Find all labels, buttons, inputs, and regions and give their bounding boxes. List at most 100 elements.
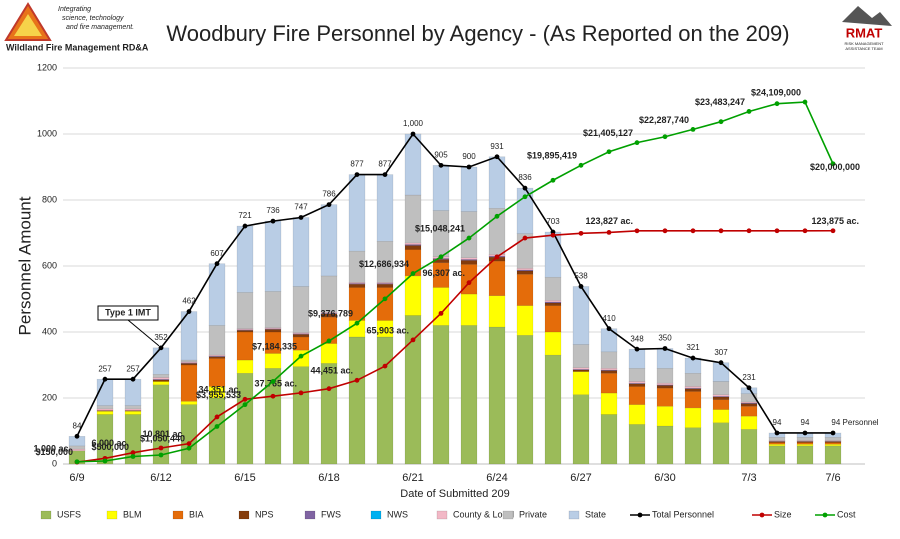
line-point: [830, 228, 836, 234]
logo-name: Wildland Fire Management RD&A: [6, 42, 149, 52]
legend-marker: [637, 512, 643, 518]
bar-segment: [320, 363, 338, 465]
line-point: [298, 215, 304, 220]
bar-segment: [628, 348, 646, 369]
x-tick-label: 7/3: [741, 472, 756, 484]
data-label: 877: [350, 160, 364, 169]
legend-swatch: [172, 510, 184, 520]
data-label: 321: [686, 343, 700, 352]
bar-segment: [740, 429, 758, 465]
logo-tagline: Integrating: [58, 6, 91, 13]
line-point: [634, 346, 640, 352]
line-point: [354, 377, 360, 383]
data-label: 931: [490, 142, 504, 151]
bar-segment: [740, 415, 758, 430]
bar-segment: [824, 443, 842, 447]
data-label: 905: [434, 150, 448, 159]
line-point: [578, 284, 584, 289]
data-label: 786: [322, 190, 336, 199]
data-label: 348: [630, 334, 644, 343]
line-point: [718, 119, 724, 125]
line-point: [242, 223, 248, 229]
line-series: [76, 229, 834, 463]
logo-triangle-inner: [14, 14, 42, 36]
bar-segment: [824, 440, 842, 442]
bar-segment: [404, 245, 422, 250]
line-point: [382, 363, 388, 369]
data-label: 538: [574, 272, 588, 281]
bar-segment: [432, 325, 450, 465]
line-point: [242, 396, 248, 402]
line-point: [830, 161, 836, 167]
legend-swatch: [502, 510, 514, 520]
line-point: [298, 353, 304, 359]
bar-segment: [236, 328, 254, 330]
data-label: 37,765 ac.: [254, 378, 297, 388]
bar-segment: [572, 371, 590, 395]
line-point: [270, 379, 276, 384]
logo-mountain: [842, 6, 892, 26]
line-point: [718, 228, 724, 234]
bar-segment: [628, 386, 646, 405]
bar-segment: [96, 405, 114, 410]
bar-segment: [292, 286, 310, 333]
bar-segment: [236, 331, 254, 361]
data-label: 721: [238, 211, 252, 220]
bar-segment: [404, 275, 422, 316]
bar-segment: [684, 388, 702, 392]
line-point: [382, 172, 388, 177]
line-point: [662, 346, 668, 351]
data-label: 350: [658, 334, 672, 343]
line-point: [494, 254, 500, 260]
logo-name: RMAT: [846, 25, 883, 40]
bar-segment: [320, 204, 338, 277]
line-point: [662, 228, 668, 234]
data-label: 257: [98, 364, 112, 373]
y-tick-label: 400: [42, 326, 57, 336]
line-point: [130, 450, 136, 456]
bar-segment: [488, 156, 506, 209]
bar-segment: [180, 361, 198, 363]
data-label: $15,048,241: [415, 223, 465, 233]
line-point: [354, 172, 360, 177]
bar-segment: [236, 225, 254, 293]
bar-segment: [712, 362, 730, 382]
bar-segment: [712, 396, 730, 400]
bar-segment: [712, 399, 730, 410]
line-point: [774, 101, 780, 107]
bar-segment: [544, 354, 562, 465]
legend-swatch: [106, 510, 118, 520]
line-point: [186, 309, 192, 314]
data-label: 94: [773, 418, 782, 427]
bar-segment: [376, 283, 394, 288]
line-point: [746, 385, 752, 391]
data-label: 6,000 ac.: [91, 438, 129, 448]
bar-segment: [600, 370, 618, 374]
line-point: [494, 213, 500, 219]
chart-title: Woodbury Fire Personnel by Agency - (As …: [166, 21, 789, 46]
line-point: [74, 459, 80, 465]
line-point: [634, 140, 640, 146]
bar-segment: [404, 244, 422, 246]
bar-segment: [516, 270, 534, 275]
legend-label: Total Personnel: [652, 509, 714, 519]
data-label: 1,000 ac.: [33, 443, 71, 453]
data-label: 736: [266, 206, 280, 215]
data-label: 607: [210, 249, 224, 258]
line-point: [354, 320, 360, 326]
line-point: [662, 134, 668, 140]
data-label: 307: [714, 348, 728, 357]
bar-segment: [656, 387, 674, 407]
bar-segment: [432, 262, 450, 288]
bar-segment: [516, 335, 534, 465]
line-point: [410, 337, 416, 343]
line-point: [774, 430, 780, 436]
bar-segment: [460, 325, 478, 465]
x-tick-label: 6/24: [486, 472, 507, 484]
bar-segment: [684, 407, 702, 428]
data-label: $150,000: [35, 447, 73, 457]
bar-segment: [124, 410, 142, 415]
bar-segment: [740, 402, 758, 404]
line-point: [158, 345, 164, 351]
bar-segment: [488, 326, 506, 465]
